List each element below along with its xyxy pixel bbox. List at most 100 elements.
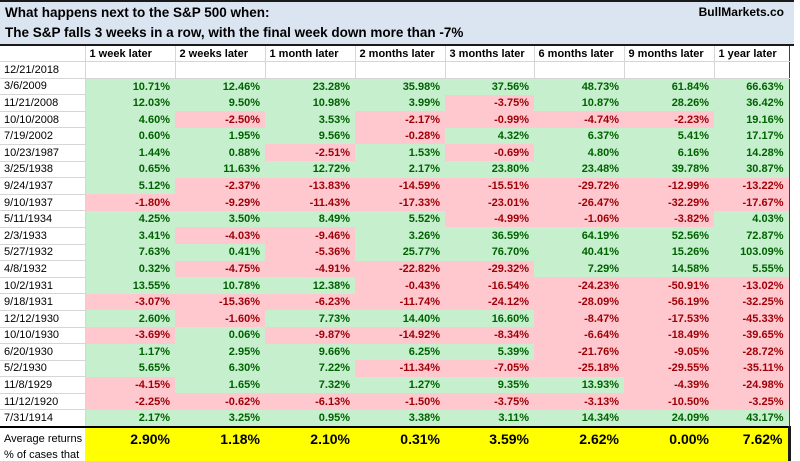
column-header-6-months-later[interactable]: 6 months later — [534, 46, 625, 62]
average-return-cell[interactable]: 0.31% — [355, 426, 445, 450]
corner-cell[interactable] — [0, 46, 86, 62]
return-cell[interactable]: 0.88% — [175, 144, 265, 162]
return-cell[interactable]: -39.65% — [714, 327, 790, 344]
return-cell[interactable]: 5.39% — [445, 343, 534, 361]
return-cell[interactable]: 1.65% — [175, 376, 265, 394]
return-cell[interactable]: -2.25% — [85, 393, 175, 410]
return-cell[interactable]: 4.25% — [85, 210, 175, 228]
return-cell[interactable]: 24.09% — [624, 409, 714, 428]
return-cell[interactable]: -15.36% — [175, 293, 265, 311]
return-cell[interactable]: -14.92% — [355, 327, 445, 344]
percent-positive-cell[interactable]: 52% — [714, 449, 791, 461]
return-cell[interactable]: -32.29% — [624, 194, 714, 211]
return-cell[interactable]: -3.69% — [85, 327, 175, 344]
return-cell[interactable]: 103.09% — [714, 244, 790, 261]
return-cell[interactable]: 6.25% — [355, 343, 445, 361]
return-cell[interactable]: -1.06% — [534, 210, 624, 228]
date-cell[interactable]: 10/23/1987 — [0, 144, 86, 162]
return-cell[interactable]: 10.78% — [175, 277, 265, 294]
date-cell[interactable]: 10/10/1930 — [0, 327, 86, 345]
return-cell[interactable]: 0.41% — [175, 244, 265, 261]
return-cell[interactable]: -26.47% — [534, 194, 624, 211]
return-cell[interactable]: -15.51% — [445, 177, 534, 195]
column-header-1-year-later[interactable]: 1 year later — [714, 46, 790, 62]
return-cell[interactable]: -17.67% — [714, 194, 790, 211]
return-cell[interactable]: -11.34% — [355, 360, 445, 377]
return-cell[interactable]: 1.27% — [355, 376, 445, 394]
date-cell[interactable]: 5/11/1934 — [0, 210, 86, 228]
return-cell[interactable] — [714, 61, 790, 79]
return-cell[interactable]: 3.11% — [445, 409, 534, 428]
return-cell[interactable]: 19.16% — [714, 111, 790, 128]
return-cell[interactable]: 7.22% — [265, 360, 355, 377]
return-cell[interactable]: 3.26% — [355, 227, 445, 245]
return-cell[interactable]: -3.13% — [534, 393, 624, 410]
return-cell[interactable]: 4.80% — [534, 144, 624, 162]
return-cell[interactable]: -24.98% — [714, 376, 790, 394]
return-cell[interactable]: -2.17% — [355, 111, 445, 128]
return-cell[interactable]: -1.60% — [175, 310, 265, 327]
return-cell[interactable]: 14.28% — [714, 144, 790, 162]
return-cell[interactable]: 3.38% — [355, 409, 445, 428]
return-cell[interactable]: -0.43% — [355, 277, 445, 294]
return-cell[interactable]: -0.28% — [355, 127, 445, 145]
return-cell[interactable]: -25.18% — [534, 360, 624, 377]
return-cell[interactable]: 36.42% — [714, 94, 790, 112]
return-cell[interactable] — [624, 61, 715, 79]
average-return-cell[interactable]: 2.90% — [85, 426, 175, 450]
date-cell[interactable]: 10/2/1931 — [0, 277, 86, 295]
return-cell[interactable]: 14.40% — [355, 310, 445, 327]
return-cell[interactable]: 3.99% — [355, 94, 445, 112]
date-cell[interactable]: 4/8/1932 — [0, 260, 86, 278]
percent-positive-cell[interactable]: 76% — [85, 449, 175, 461]
average-return-cell[interactable]: 0.00% — [624, 426, 714, 450]
return-cell[interactable]: -2.51% — [265, 144, 355, 162]
return-cell[interactable]: -28.72% — [714, 343, 790, 361]
return-cell[interactable]: 23.80% — [445, 161, 534, 178]
return-cell[interactable]: -13.22% — [714, 177, 790, 195]
date-cell[interactable]: 9/10/1937 — [0, 194, 86, 212]
return-cell[interactable]: 5.55% — [714, 260, 790, 278]
return-cell[interactable]: 7.32% — [265, 376, 355, 394]
return-cell[interactable]: 2.95% — [175, 343, 265, 361]
return-cell[interactable]: 48.73% — [534, 78, 624, 95]
percent-positive-cell[interactable]: 57% — [265, 449, 355, 461]
return-cell[interactable]: 17.17% — [714, 127, 790, 145]
return-cell[interactable]: 0.06% — [175, 327, 265, 344]
return-cell[interactable]: 39.78% — [624, 161, 714, 178]
return-cell[interactable] — [534, 61, 625, 79]
date-cell[interactable]: 5/2/1930 — [0, 360, 86, 378]
return-cell[interactable]: -16.54% — [445, 277, 534, 294]
date-cell[interactable]: 11/8/1929 — [0, 376, 86, 394]
return-cell[interactable]: 35.98% — [355, 78, 445, 95]
average-return-cell[interactable]: 7.62% — [714, 426, 791, 450]
return-cell[interactable]: 1.44% — [85, 144, 175, 162]
average-return-cell[interactable]: 2.10% — [265, 426, 355, 450]
date-cell[interactable]: 7/31/1914 — [0, 409, 86, 428]
return-cell[interactable]: 1.95% — [175, 127, 265, 145]
return-cell[interactable]: -2.37% — [175, 177, 265, 195]
return-cell[interactable]: 72.87% — [714, 227, 790, 245]
return-cell[interactable]: -17.33% — [355, 194, 445, 211]
return-cell[interactable]: 3.41% — [85, 227, 175, 245]
return-cell[interactable]: -17.53% — [624, 310, 714, 327]
return-cell[interactable]: 23.48% — [534, 161, 624, 178]
column-header-2-months-later[interactable]: 2 months later — [355, 46, 446, 62]
return-cell[interactable]: -12.99% — [624, 177, 714, 195]
return-cell[interactable]: 9.50% — [175, 94, 265, 112]
return-cell[interactable]: -6.23% — [265, 293, 355, 311]
date-cell[interactable]: 6/20/1930 — [0, 343, 86, 361]
return-cell[interactable]: 15.26% — [624, 244, 714, 261]
return-cell[interactable]: 36.59% — [445, 227, 534, 245]
return-cell[interactable]: 76.70% — [445, 244, 534, 261]
return-cell[interactable]: -2.23% — [624, 111, 714, 128]
return-cell[interactable]: 13.93% — [534, 376, 624, 394]
return-cell[interactable]: 2.60% — [85, 310, 175, 327]
return-cell[interactable]: -29.55% — [624, 360, 714, 377]
percent-positive-cell[interactable]: 52% — [355, 449, 445, 461]
date-cell[interactable]: 12/12/1930 — [0, 310, 86, 328]
return-cell[interactable]: 10.71% — [85, 78, 175, 95]
date-cell[interactable]: 9/18/1931 — [0, 293, 86, 311]
return-cell[interactable]: 0.60% — [85, 127, 175, 145]
return-cell[interactable]: 9.66% — [265, 343, 355, 361]
